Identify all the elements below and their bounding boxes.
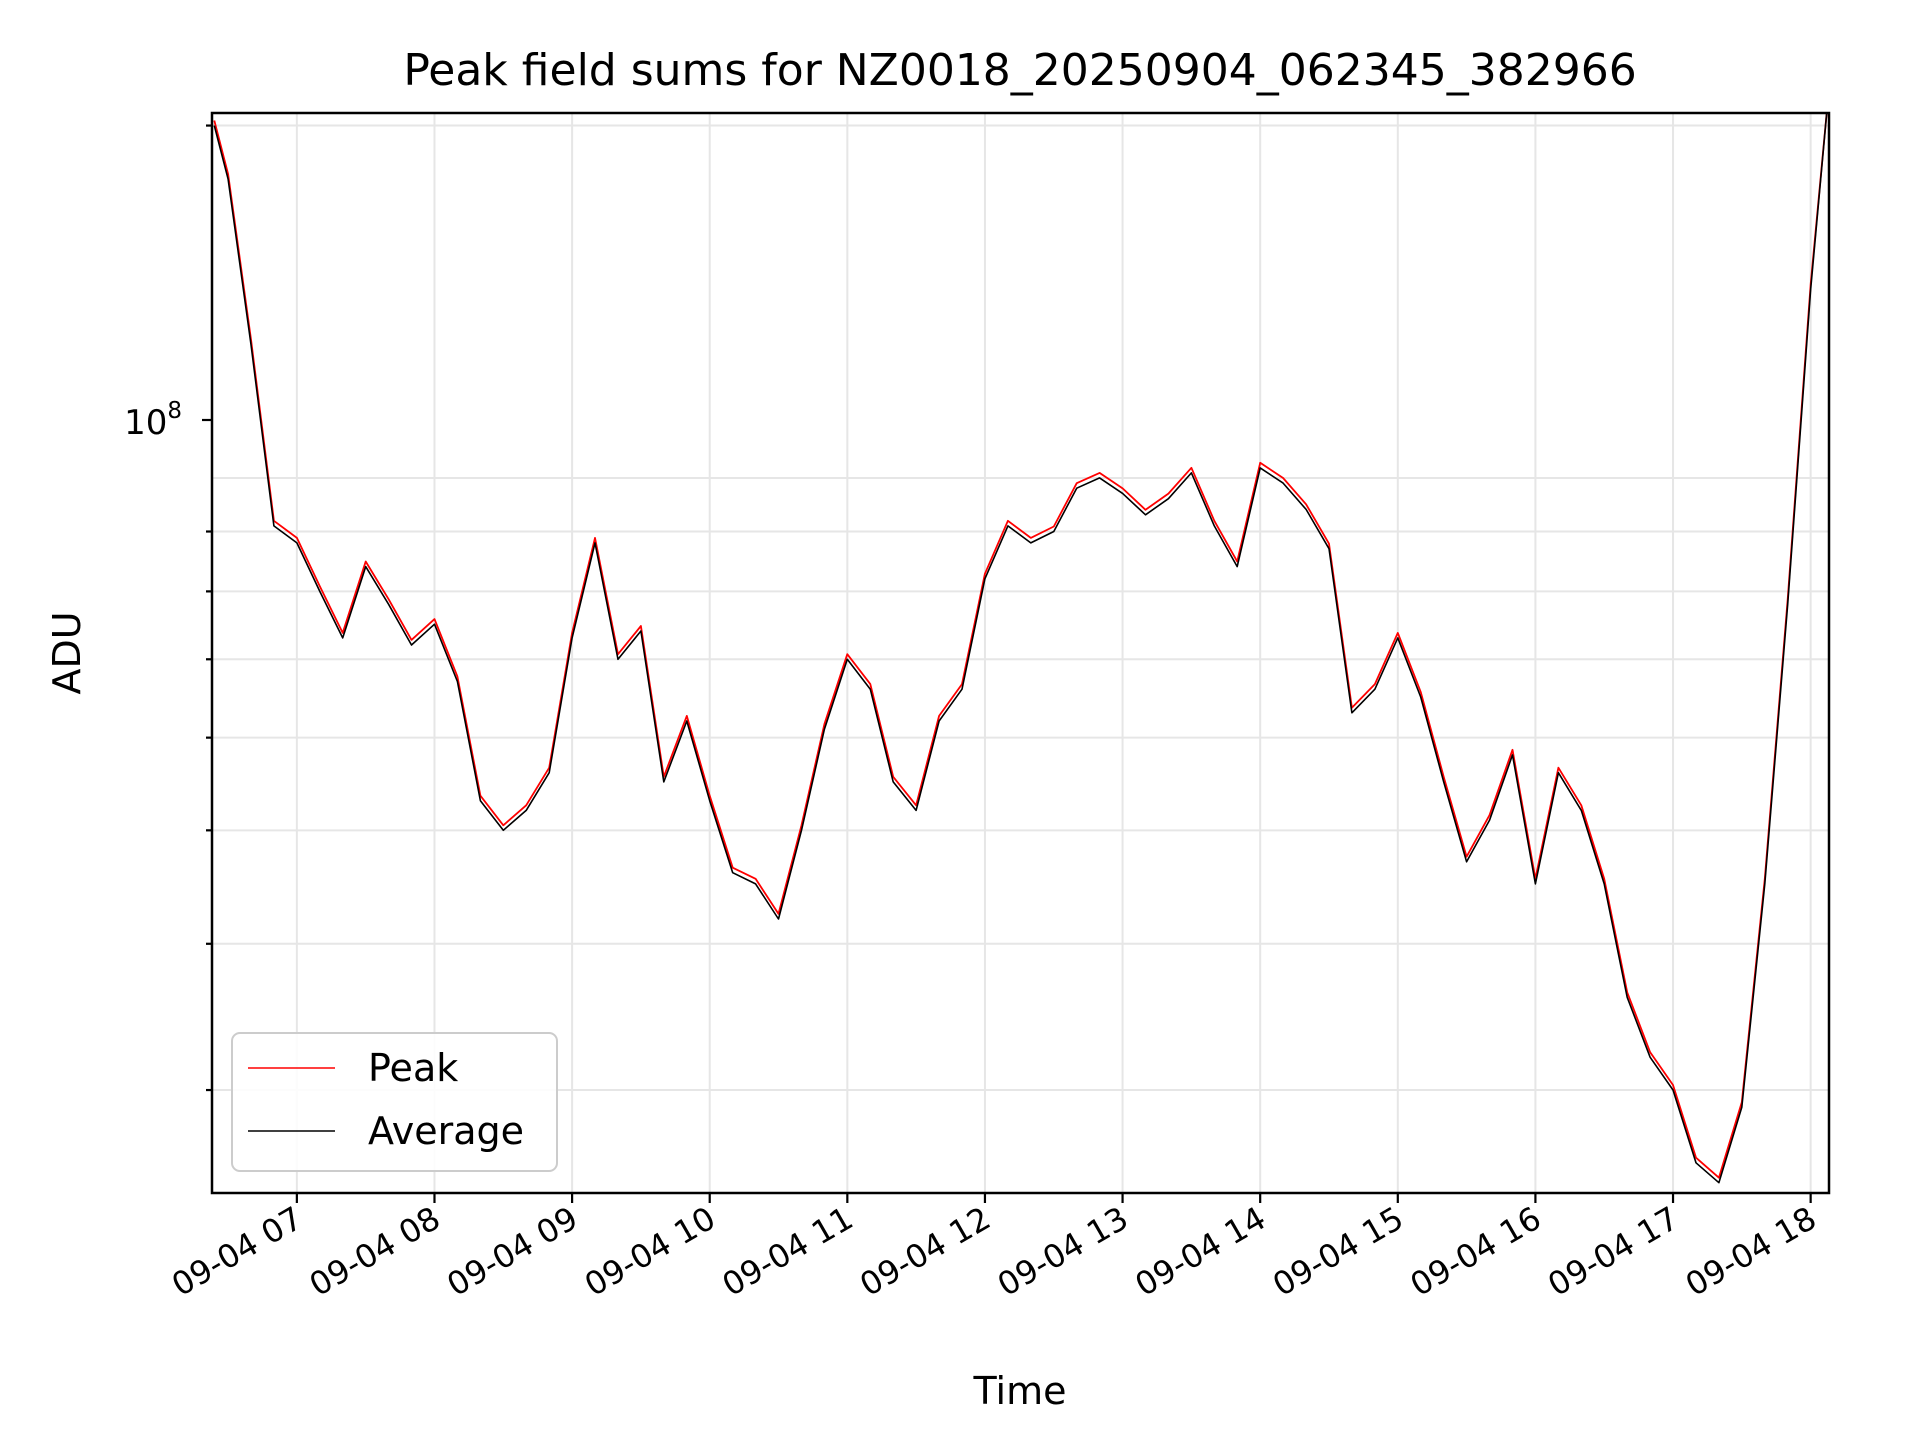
x-tick-label: 09-04 09: [440, 1199, 584, 1304]
x-axis-label: Time: [973, 1369, 1067, 1413]
x-tick-label: 09-04 10: [578, 1199, 722, 1304]
series-lines: [213, 112, 1828, 1184]
series-line-peak: [213, 112, 1828, 1179]
x-tick-label: 09-04 08: [303, 1199, 447, 1304]
x-tick-label: 09-04 07: [165, 1199, 309, 1304]
legend: Peak Average: [231, 1032, 558, 1172]
x-tick-label: 09-04 13: [991, 1199, 1135, 1304]
legend-label-peak: Peak: [368, 1046, 458, 1090]
plot-frame: [210, 111, 1831, 1195]
y-tick-label: 108: [124, 398, 182, 443]
x-tick-label: 09-04 18: [1679, 1199, 1823, 1304]
x-tick-label: 09-04 16: [1404, 1199, 1548, 1304]
y-axis: 108: [124, 124, 212, 1092]
grid: [212, 113, 1829, 1193]
x-tick-label: 09-04 11: [716, 1199, 860, 1304]
x-tick-label: 09-04 14: [1129, 1199, 1273, 1304]
x-tick-label: 09-04 12: [853, 1199, 997, 1304]
y-axis-label: ADU: [45, 611, 89, 694]
series-line-average: [213, 112, 1828, 1184]
x-tick-label: 09-04 15: [1266, 1199, 1410, 1304]
chart-title: Peak field sums for NZ0018_20250904_0623…: [403, 45, 1636, 96]
legend-label-average: Average: [368, 1109, 524, 1153]
x-tick-label: 09-04 17: [1541, 1199, 1685, 1304]
